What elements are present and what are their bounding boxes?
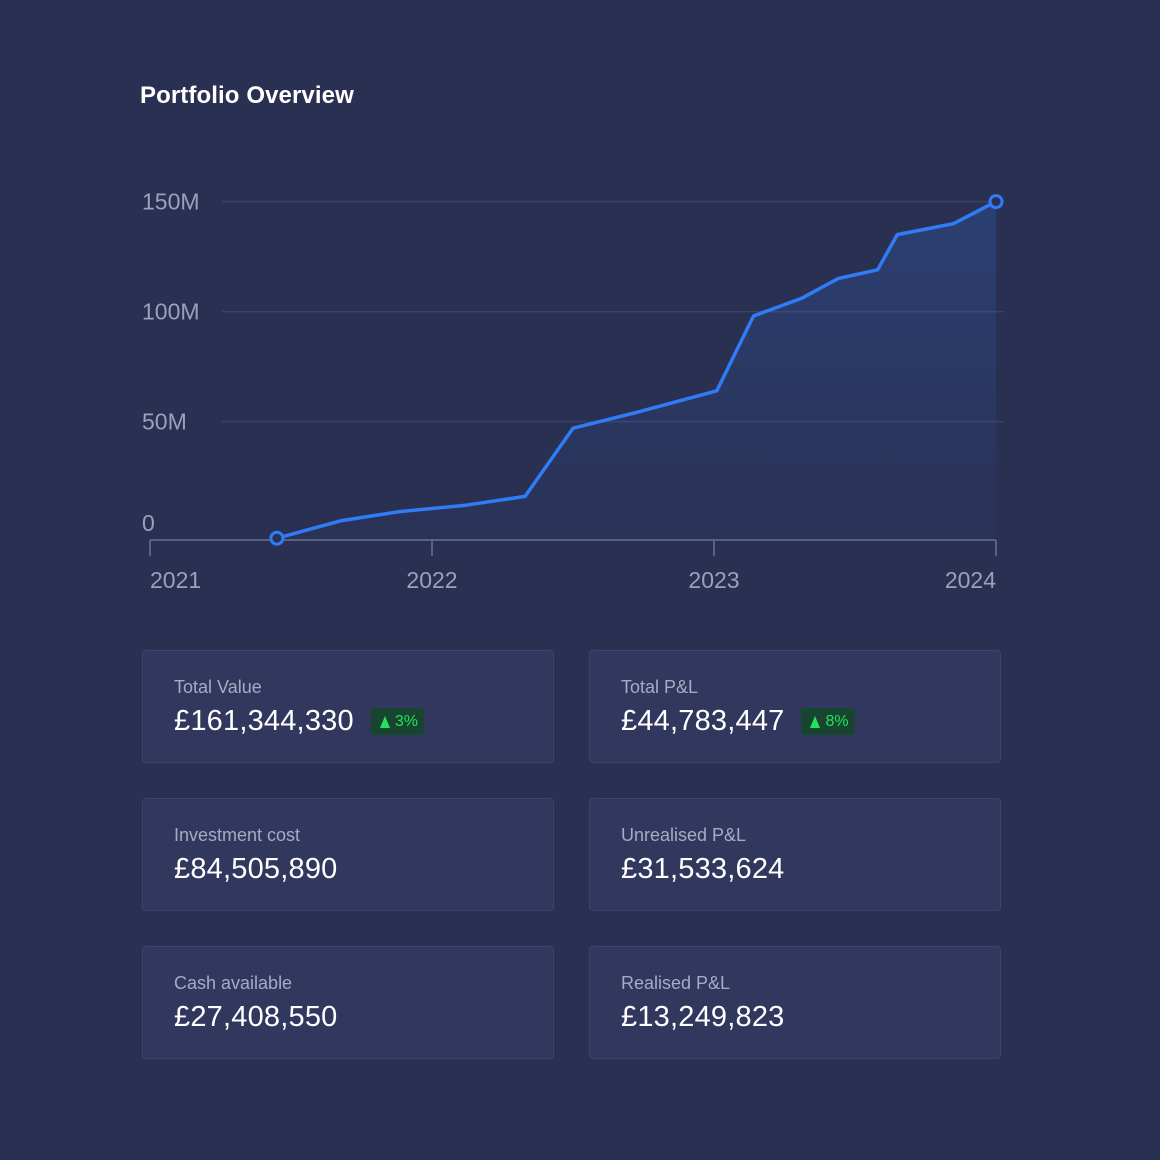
card-value: £44,783,447 xyxy=(621,705,785,737)
card-value: £84,505,890 xyxy=(174,853,338,885)
change-badge: 3% xyxy=(370,708,424,735)
series-end-point xyxy=(988,194,1004,210)
up-arrow-icon xyxy=(810,715,821,728)
card-value: £31,533,624 xyxy=(621,853,785,885)
series-line xyxy=(275,199,998,540)
card-label: Cash available xyxy=(174,973,293,993)
y-tick-label: 100M xyxy=(142,299,200,325)
investment-cost-card: Investment cost £84,505,890 xyxy=(142,798,554,911)
realised-pl-card: Realised P&L £13,249,823 xyxy=(589,946,1001,1059)
x-tick-label: 2022 xyxy=(406,567,457,593)
change-badge: 8% xyxy=(801,708,855,735)
up-arrow-icon xyxy=(379,715,390,728)
card-value: £161,344,330 xyxy=(174,705,354,737)
card-value: £13,249,823 xyxy=(621,1001,785,1033)
portfolio-value-chart: 0 50M 100M 150M 2021 2022 2023 2024 xyxy=(142,189,1004,593)
total-pl-card: Total P&L £44,783,447 8% xyxy=(589,650,1001,763)
x-tick-label: 2021 xyxy=(150,567,201,593)
card-label: Total P&L xyxy=(621,677,699,697)
total-value-card: Total Value £161,344,330 3% xyxy=(142,650,554,763)
page-title: Portfolio Overview xyxy=(140,82,354,109)
series-start-point xyxy=(269,530,285,546)
card-label: Unrealised P&L xyxy=(621,825,747,845)
y-tick-label: 50M xyxy=(142,409,187,435)
y-tick-label: 0 xyxy=(142,510,155,536)
card-label: Realised P&L xyxy=(621,973,731,993)
card-value: £27,408,550 xyxy=(174,1001,338,1033)
x-tick-label: 2024 xyxy=(945,567,996,593)
change-badge-text: 3% xyxy=(394,712,418,730)
x-tick-label: 2023 xyxy=(688,567,739,593)
cash-available-card: Cash available £27,408,550 xyxy=(142,946,554,1059)
y-tick-label: 150M xyxy=(142,189,200,215)
unrealised-pl-card: Unrealised P&L £31,533,624 xyxy=(589,798,1001,911)
card-label: Total Value xyxy=(174,677,262,697)
series-area xyxy=(276,201,996,540)
card-label: Investment cost xyxy=(174,825,301,845)
change-badge-text: 8% xyxy=(825,712,849,730)
